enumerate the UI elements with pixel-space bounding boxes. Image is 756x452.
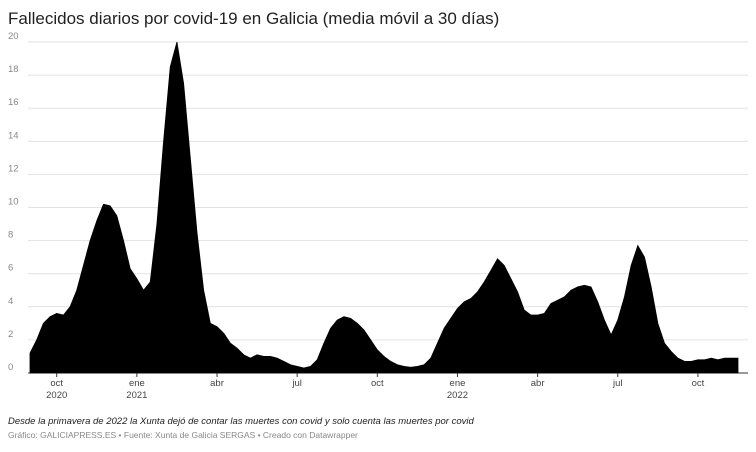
chart-note: Desde la primavera de 2022 la Xunta dejó…	[8, 416, 474, 427]
y-tick-label: 10	[8, 197, 19, 208]
plot-area	[29, 41, 739, 374]
chart-credit: Gráfico: GALICIAPRESS.ES • Fuente: Xunta…	[8, 430, 358, 440]
y-tick-label: 4	[8, 296, 13, 307]
x-tick-label: abr	[531, 378, 545, 389]
area	[29, 41, 739, 374]
x-tick-label: ene	[450, 378, 466, 389]
y-tick-label: 6	[8, 263, 13, 274]
y-tick-label: 12	[8, 163, 19, 174]
x-tick-label: abr	[210, 378, 224, 389]
x-tick-year: 2021	[126, 390, 147, 401]
x-tick-label: oct	[371, 378, 384, 389]
x-tick-label: oct	[50, 378, 63, 389]
grid: 0 2 4 6 8 10 12 14 16 18 20	[8, 31, 748, 374]
x-tick-label: oct	[692, 378, 705, 389]
x-tick-year: 2022	[447, 390, 468, 401]
y-tick-label: 14	[8, 130, 19, 141]
x-tick-label: jul	[612, 378, 623, 389]
chart-title: Fallecidos diarios por covid-19 en Galic…	[8, 9, 499, 28]
y-tick-label: 16	[8, 97, 19, 108]
y-tick-label: 2	[8, 329, 13, 340]
y-tick-label: 20	[8, 31, 19, 42]
x-tick-year: 2020	[46, 390, 67, 401]
x-tick-label: ene	[129, 378, 145, 389]
y-tick-label: 0	[8, 362, 13, 373]
x-tick-label: jul	[291, 378, 302, 389]
y-tick-label: 18	[8, 64, 19, 75]
y-tick-label: 8	[8, 230, 13, 241]
